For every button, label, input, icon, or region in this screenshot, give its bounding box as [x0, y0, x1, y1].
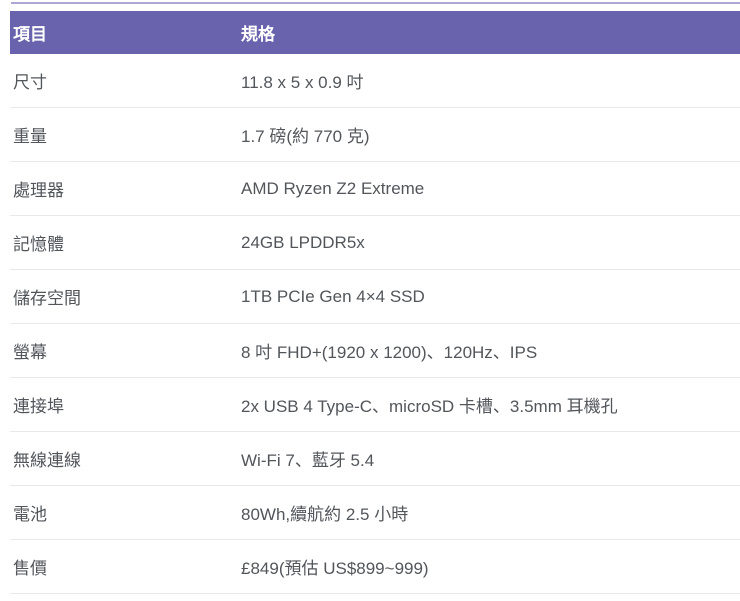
table-row: 尺寸 11.8 x 5 x 0.9 吋 [10, 54, 740, 108]
table-row: 處理器 AMD Ryzen Z2 Extreme [10, 162, 740, 216]
row-value: £849(預估 US$899~999) [241, 559, 429, 578]
row-value: 24GB LPDDR5x [241, 232, 365, 252]
table-row: 記憶體 24GB LPDDR5x [10, 216, 740, 270]
table-row: 售價 £849(預估 US$899~999) [10, 540, 740, 594]
row-value: 80Wh,續航約 2.5 小時 [241, 505, 409, 524]
row-label: 重量 [13, 127, 47, 146]
row-label: 售價 [13, 559, 47, 578]
row-label: 連接埠 [13, 397, 64, 416]
row-label: 處理器 [13, 181, 64, 200]
table-row: 連接埠 2x USB 4 Type-C、microSD 卡槽、3.5mm 耳機孔 [10, 378, 740, 432]
table-row: 螢幕 8 吋 FHD+(1920 x 1200)、120Hz、IPS [10, 324, 740, 378]
row-label: 儲存空間 [13, 289, 81, 308]
row-label: 記憶體 [13, 235, 64, 254]
table-row: 重量 1.7 磅(約 770 克) [10, 108, 740, 162]
row-value: AMD Ryzen Z2 Extreme [241, 178, 425, 198]
row-value: 11.8 x 5 x 0.9 吋 [241, 73, 364, 92]
row-label: 無線連線 [13, 451, 81, 470]
header-cell-item: 項目 [13, 25, 47, 44]
table-row: 儲存空間 1TB PCIe Gen 4×4 SSD [10, 270, 740, 324]
header-cell-spec: 規格 [241, 25, 275, 44]
spec-table: 項目 規格 尺寸 11.8 x 5 x 0.9 吋 重量 1.7 磅(約 770… [10, 11, 740, 594]
row-value: 8 吋 FHD+(1920 x 1200)、120Hz、IPS [241, 343, 538, 362]
row-label: 尺寸 [13, 73, 47, 92]
row-value: Wi-Fi 7、藍牙 5.4 [241, 451, 375, 470]
row-value: 1.7 磅(約 770 克) [241, 127, 370, 146]
table-row: 電池 80Wh,續航約 2.5 小時 [10, 486, 740, 540]
spec-table-body: 尺寸 11.8 x 5 x 0.9 吋 重量 1.7 磅(約 770 克) 處理… [10, 54, 740, 594]
row-value: 1TB PCIe Gen 4×4 SSD [241, 286, 425, 306]
spec-table-header-row: 項目 規格 [10, 11, 740, 54]
row-label: 螢幕 [13, 343, 47, 362]
row-value: 2x USB 4 Type-C、microSD 卡槽、3.5mm 耳機孔 [241, 397, 618, 416]
row-label: 電池 [13, 505, 47, 524]
top-divider-rule [11, 2, 740, 4]
table-row: 無線連線 Wi-Fi 7、藍牙 5.4 [10, 432, 740, 486]
